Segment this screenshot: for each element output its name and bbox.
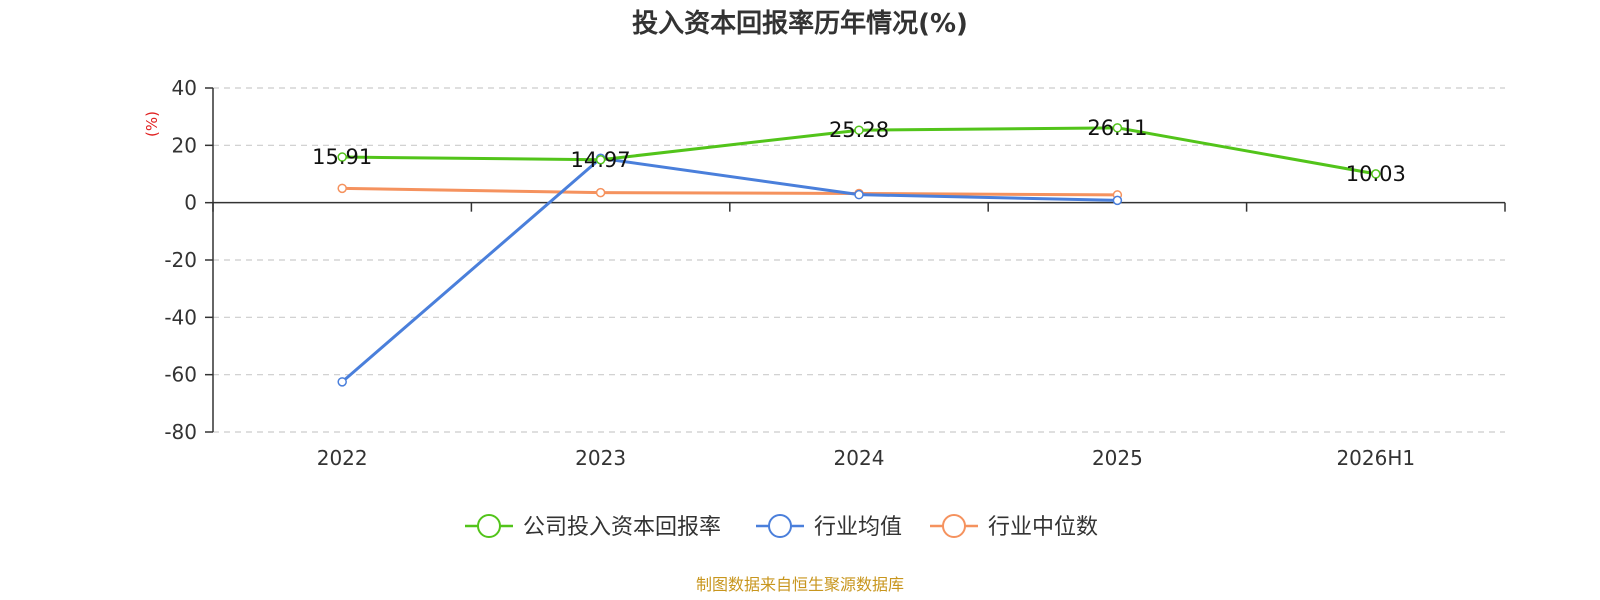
- legend-label: 行业均值: [814, 515, 902, 540]
- data-labels: 15.91 14.97 25.28 26.11 10.03: [312, 116, 1406, 186]
- legend[interactable]: 公司投入资本回报率 行业均值 行业中位数: [465, 514, 1098, 540]
- series-line: [342, 186, 1118, 197]
- data-point: [854, 125, 864, 135]
- series-lines: [337, 123, 1381, 387]
- series-line: [341, 156, 1118, 383]
- x-tick-label: 2022: [317, 446, 368, 470]
- data-label: 15.91: [312, 145, 372, 169]
- legend-marker: [942, 514, 966, 538]
- data-point: [337, 377, 347, 387]
- y-tick-label: -40: [164, 305, 197, 329]
- x-tick-label: 2024: [834, 446, 885, 470]
- chart-title: 投入资本回报率历年情况(%): [632, 8, 968, 39]
- legend-label: 公司投入资本回报率: [523, 515, 721, 540]
- x-tick-label: 2025: [1092, 446, 1143, 470]
- y-tick-label: 0: [184, 191, 197, 215]
- data-point: [595, 155, 606, 165]
- data-point: [337, 152, 347, 162]
- legend-label: 行业中位数: [988, 515, 1098, 540]
- y-tick-label: -80: [164, 420, 197, 444]
- data-label: 14.97: [571, 148, 631, 172]
- legend-marker: [477, 514, 501, 538]
- data-label: 25.28: [829, 118, 889, 142]
- legend-item[interactable]: 公司投入资本回报率: [465, 514, 721, 540]
- y-tick-label: -60: [164, 363, 197, 387]
- y-axis-unit: (%): [143, 111, 161, 137]
- x-tick-label: 2023: [575, 446, 626, 470]
- data-label: 10.03: [1346, 162, 1406, 186]
- legend-item[interactable]: 行业均值: [756, 514, 902, 540]
- y-tick-label: 40: [172, 76, 197, 100]
- x-tick-label: 2026H1: [1336, 446, 1415, 470]
- data-point: [1371, 169, 1381, 179]
- data-point: [854, 189, 864, 200]
- y-tick-label: 20: [172, 133, 197, 157]
- y-tick-label: -20: [164, 248, 197, 272]
- source-note: 制图数据来自恒生聚源数据库: [696, 575, 904, 594]
- legend-item[interactable]: 行业中位数: [930, 514, 1098, 540]
- data-point: [337, 183, 347, 194]
- legend-marker: [768, 514, 792, 538]
- data-point: [595, 187, 606, 198]
- data-point: [1112, 195, 1123, 206]
- data-point: [1112, 123, 1123, 133]
- axes: 40 20 0 -20 -40 -60 -80 2022 2023 2024 2025 2026H1 (…: [143, 76, 1506, 470]
- data-label: 26.11: [1087, 116, 1147, 140]
